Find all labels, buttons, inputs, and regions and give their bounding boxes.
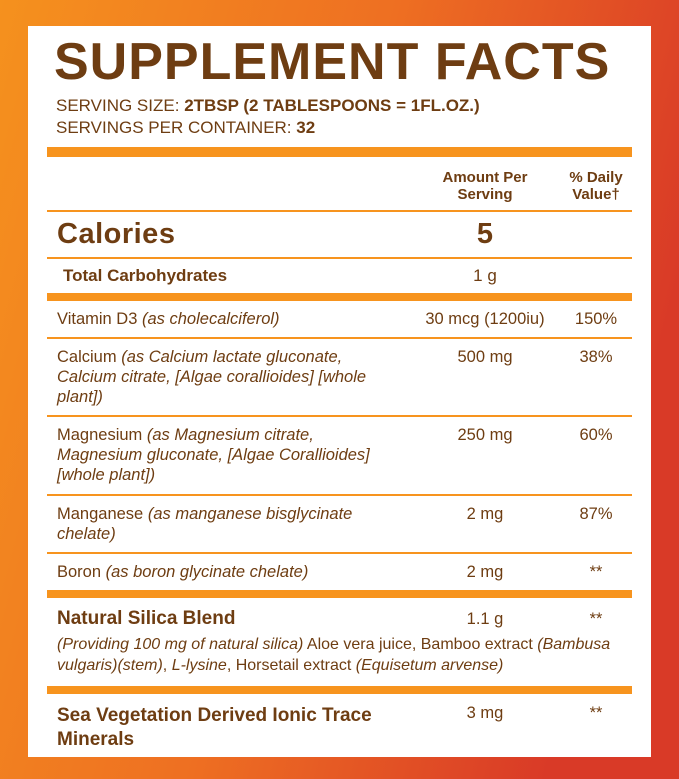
nutrient-detail: (as Calcium lactate gluconate, Calcium c… <box>57 347 367 407</box>
trace-minerals-row: Sea Vegetation Derived Ionic Trace Miner… <box>47 694 632 757</box>
nutrient-dv: 60% <box>579 426 613 445</box>
calories-row: Calories 5 <box>47 212 632 257</box>
silica-blend-row: Natural Silica Blend 1.1 g ** <box>47 598 632 632</box>
nutrient-name: Calcium (as Calcium lactate gluconate, C… <box>57 347 367 407</box>
nutrient-dv: 150% <box>574 309 618 328</box>
nutrient-amount: 250 mg <box>457 426 513 445</box>
nutrient-amount: 30 mcg (1200iu) <box>425 309 545 328</box>
row-divider <box>47 551 632 554</box>
carbohydrates-amount: 1 g <box>473 265 497 285</box>
nutrient-row-vitamin-d3: Vitamin D3 (as cholecalciferol) 30 mcg (… <box>47 301 632 337</box>
row-divider <box>47 415 632 418</box>
nutrient-dv: 87% <box>579 504 613 523</box>
nutrient-name: Boron (as boron glycinate chelate) <box>57 562 309 581</box>
servings-per-container-value: 32 <box>296 118 316 138</box>
nutrient-row-calcium: Calcium (as Calcium lactate gluconate, C… <box>47 339 632 415</box>
calories-label: Calories <box>57 217 176 250</box>
nutrient-amount: 2 mg <box>466 504 504 523</box>
nutrient-detail: (as cholecalciferol) <box>142 309 280 328</box>
silica-blend-dv: ** <box>589 609 603 628</box>
nutrient-detail: (as manganese bisglycinate chelate) <box>57 504 353 543</box>
section-divider <box>47 589 632 598</box>
section-divider <box>47 292 632 301</box>
row-divider <box>47 493 632 496</box>
serving-size-value: 2TBSP (2 TABLESPOONS = 1FL.OZ.) <box>184 96 480 116</box>
facts-content: SUPPLEMENT FACTS SERVING SIZE: 2TBSP (2 … <box>28 26 651 757</box>
nutrient-detail: (as boron glycinate chelate) <box>105 562 309 581</box>
column-headers: Amount Per Serving % Daily Value† <box>47 157 632 210</box>
section-divider <box>47 147 632 158</box>
trace-minerals-dv: ** <box>589 704 603 723</box>
trace-minerals-name: Sea Vegetation Derived Ionic Trace Miner… <box>57 705 372 750</box>
calories-value: 5 <box>476 217 494 250</box>
nutrient-name: Magnesium (as Magnesium citrate, Magnesi… <box>57 426 370 485</box>
nutrient-detail: (as Magnesium citrate, Magnesium glucona… <box>57 426 370 485</box>
nutrient-row-boron: Boron (as boron glycinate chelate) 2 mg … <box>47 554 632 590</box>
row-divider <box>47 336 632 339</box>
trace-minerals-amount: 3 mg <box>466 704 504 723</box>
supplement-facts-panel: SUPPLEMENT FACTS SERVING SIZE: 2TBSP (2 … <box>28 26 651 757</box>
servings-per-container-label: SERVINGS PER CONTAINER: <box>56 118 292 138</box>
section-divider <box>47 686 632 695</box>
nutrient-dv: 38% <box>579 347 613 366</box>
carbohydrates-label: Total Carbohydrates <box>63 265 228 285</box>
daily-value-header: % Daily Value† <box>569 169 623 204</box>
silica-blend-name: Natural Silica Blend <box>57 607 236 629</box>
row-divider <box>47 209 632 212</box>
nutrient-name: Manganese (as manganese bisglycinate che… <box>57 504 353 543</box>
nutrient-row-magnesium: Magnesium (as Magnesium citrate, Magnesi… <box>47 417 632 493</box>
servings-per-container-row: SERVINGS PER CONTAINER: 32 <box>47 117 632 139</box>
nutrient-row-manganese: Manganese (as manganese bisglycinate che… <box>47 496 632 552</box>
serving-size-label: SERVING SIZE: <box>56 96 180 116</box>
silica-blend-description: (Providing 100 mg of natural silica) Alo… <box>57 635 611 675</box>
nutrient-name: Vitamin D3 (as cholecalciferol) <box>57 309 280 328</box>
row-divider <box>47 256 632 259</box>
nutrient-amount: 500 mg <box>457 347 513 366</box>
page-title: SUPPLEMENT FACTS <box>54 33 611 91</box>
silica-blend-amount: 1.1 g <box>466 609 504 628</box>
serving-size-row: SERVING SIZE: 2TBSP (2 TABLESPOONS = 1FL… <box>47 95 632 117</box>
carbohydrates-row: Total Carbohydrates 1 g <box>47 259 632 293</box>
amount-per-serving-header: Amount Per Serving <box>442 169 528 204</box>
nutrient-amount: 2 mg <box>466 562 504 581</box>
nutrient-dv: ** <box>589 562 603 581</box>
